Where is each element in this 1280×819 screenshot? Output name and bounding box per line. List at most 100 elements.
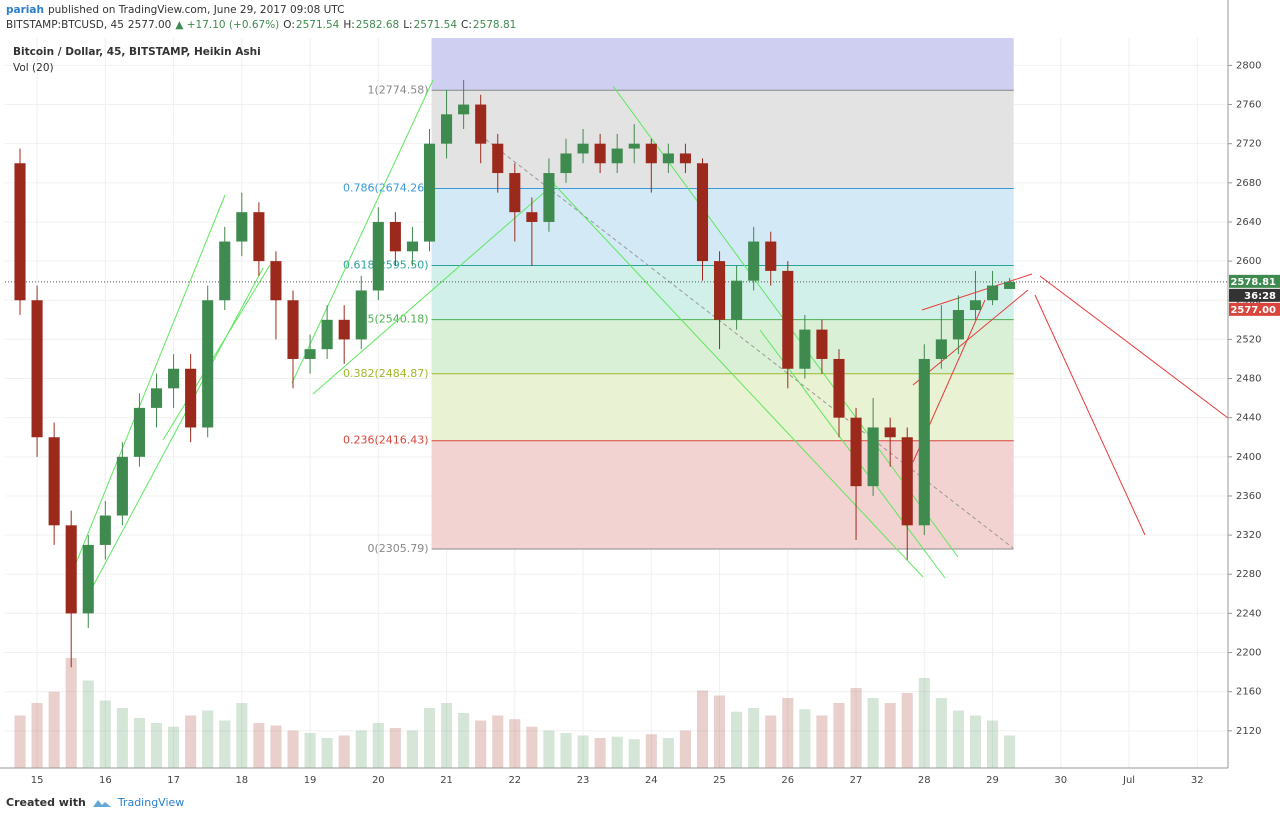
x-tick-label: 16 (99, 775, 112, 786)
volume-bar (543, 730, 555, 768)
trend-line (69, 194, 226, 579)
x-tick-label: Jul (1122, 775, 1135, 786)
volume-bar (816, 715, 828, 768)
volume-bar (952, 710, 964, 768)
candle-body (48, 437, 60, 526)
candle-body (82, 544, 94, 614)
y-tick-label: 2600 (1236, 256, 1261, 267)
candle-body (14, 163, 26, 301)
chart: 1(2774.58) 0.786(2674.26) 0.618(2595.50) 0.… (0, 0, 1280, 786)
y-tick-label: 2440 (1236, 413, 1261, 424)
fib-label: 0.786(2674.26) (343, 181, 429, 194)
candle-body (867, 427, 879, 487)
candle-body (560, 153, 572, 174)
trend-line (921, 273, 1033, 311)
candle-body (372, 221, 384, 291)
x-tick-label: 27 (850, 775, 863, 786)
ohlc-value: 2582.68 (355, 19, 400, 31)
volume-bar (372, 723, 384, 768)
volume-bar (31, 703, 43, 768)
candle-body (321, 319, 333, 350)
x-tick-label: 32 (1191, 775, 1204, 786)
candle-body (185, 368, 197, 428)
volume-bar (765, 715, 777, 768)
volume-bar (304, 733, 316, 768)
volume-bar (338, 735, 350, 768)
candle-body (202, 300, 214, 428)
header: pariah published on TradingView.com, June… (6, 3, 520, 33)
fib-band (431, 440, 1014, 550)
volume-bar (253, 723, 265, 768)
header-line: BITSTAMP:BTCUSD, 45 2577.00 ▲ +17.10 (+0.6… (6, 18, 520, 33)
price-tag-label: 36:28 (1244, 291, 1276, 302)
volume-bar (202, 710, 214, 768)
candle-body (799, 329, 811, 369)
candle-body (748, 241, 760, 281)
candle-body (423, 143, 436, 242)
price-tag-label: 2577.00 (1230, 305, 1276, 316)
candle-body (594, 143, 606, 164)
y-tick-label: 2720 (1236, 139, 1261, 150)
candle-body (662, 153, 674, 164)
y-tick-label: 2200 (1236, 648, 1261, 659)
volume-bar (65, 658, 77, 768)
candle-body (1004, 281, 1016, 289)
volume-bar (458, 713, 470, 768)
volume-bar (782, 698, 794, 768)
volume-bar (799, 709, 811, 768)
ohlc-label: L: (403, 19, 413, 31)
fib-band (431, 90, 1014, 189)
price-tag (1229, 302, 1280, 316)
volume-bar (987, 720, 999, 768)
volume-bar (406, 730, 418, 768)
candle-body (168, 368, 180, 389)
brand[interactable]: TradingView (117, 796, 185, 809)
symbol: BITSTAMP:BTCUSD, 45 (6, 19, 124, 31)
candle-body (406, 241, 418, 252)
ohlc-label: H: (343, 19, 355, 31)
candle-body (987, 285, 999, 301)
author[interactable]: pariah (6, 4, 44, 16)
candle-body (952, 310, 964, 340)
volume-bar (150, 723, 163, 768)
candle-body (458, 104, 470, 115)
candle-body (253, 212, 265, 262)
x-tick-label: 30 (1054, 775, 1067, 786)
price-tag-label: 2578.81 (1230, 277, 1276, 288)
fib-band (431, 373, 1014, 441)
volume-bar (901, 693, 913, 768)
volume-bar (918, 678, 930, 768)
volume-bar (748, 708, 760, 768)
volume-bar (441, 703, 453, 768)
volume-bar (611, 736, 623, 768)
volume-bar (628, 739, 640, 768)
candle-body (270, 261, 282, 301)
candle-body (969, 300, 982, 311)
price-tag (1229, 274, 1280, 288)
x-tick-label: 17 (167, 775, 180, 786)
volume-bar (133, 718, 145, 768)
ohlc-label: O: (283, 19, 295, 31)
y-tick-label: 2240 (1236, 608, 1261, 619)
candle-body (918, 358, 930, 526)
candle-body (150, 388, 163, 408)
volume-bar (509, 719, 521, 768)
volume-bar (696, 690, 709, 768)
candle-body (492, 143, 504, 174)
y-tick-label: 2640 (1236, 217, 1261, 228)
candle-body (543, 173, 555, 222)
trend-line (1034, 294, 1146, 536)
ohlc-label: C: (461, 19, 472, 31)
ohlc-value: 2571.54 (413, 19, 458, 31)
published: published on TradingView.com, June 29, 2… (47, 4, 345, 16)
created-with: Created with (6, 796, 86, 809)
trend-line (91, 267, 264, 589)
candle-body (782, 270, 794, 369)
volume-bar (935, 698, 947, 768)
volume-bar (679, 730, 691, 768)
candle-body (441, 114, 453, 144)
volume-bar (560, 733, 572, 768)
price-tag (1229, 288, 1280, 302)
x-tick-label: 29 (986, 775, 999, 786)
candle-body (714, 261, 726, 320)
